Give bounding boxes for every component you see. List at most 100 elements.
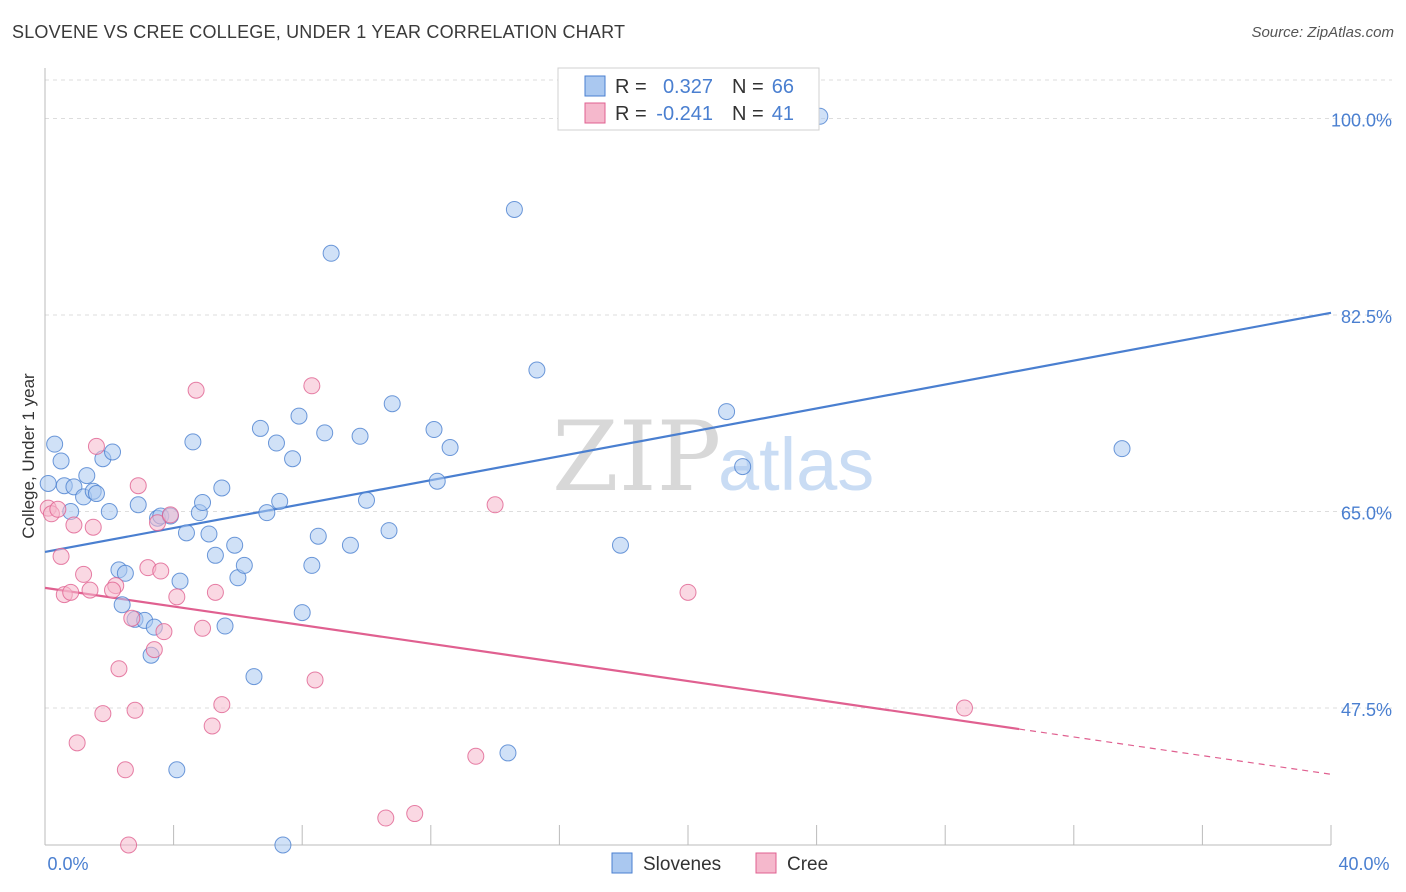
data-points bbox=[39, 107, 1131, 854]
point-slovenes-23 bbox=[171, 572, 189, 590]
point-slovenes-35 bbox=[235, 556, 253, 574]
point-cree-17 bbox=[123, 609, 141, 627]
x-ticks bbox=[44, 825, 1332, 845]
point-cree-8 bbox=[75, 565, 93, 583]
trend-line-extension-cree bbox=[1019, 728, 1332, 775]
legend-swatch-slovenes bbox=[584, 75, 606, 97]
y-tick-label-0: 100.0% bbox=[1331, 111, 1392, 131]
point-slovenes-39 bbox=[267, 434, 285, 452]
point-slovenes-64 bbox=[1113, 440, 1131, 458]
point-slovenes-59 bbox=[528, 361, 546, 379]
y-axis-title: College, Under 1 year bbox=[19, 373, 38, 539]
point-slovenes-37 bbox=[251, 419, 269, 437]
point-slovenes-58 bbox=[505, 200, 523, 218]
point-slovenes-42 bbox=[284, 450, 302, 468]
legend-r-value-0: 0.327 bbox=[663, 76, 713, 98]
point-cree-35 bbox=[406, 805, 424, 823]
point-cree-6 bbox=[65, 516, 83, 534]
point-slovenes-24 bbox=[168, 761, 186, 779]
point-slovenes-29 bbox=[200, 525, 218, 543]
point-slovenes-28 bbox=[194, 494, 212, 512]
source-label: Source: ZipAtlas.com bbox=[1251, 24, 1394, 41]
point-slovenes-31 bbox=[213, 479, 231, 497]
point-cree-26 bbox=[168, 588, 186, 606]
point-slovenes-46 bbox=[309, 527, 327, 545]
point-cree-28 bbox=[194, 619, 212, 637]
legend-n-label-1: N = bbox=[732, 103, 764, 125]
point-cree-30 bbox=[206, 583, 224, 601]
trend-line-cree bbox=[44, 586, 1020, 731]
point-slovenes-50 bbox=[351, 427, 369, 445]
point-slovenes-49 bbox=[341, 536, 359, 554]
point-cree-9 bbox=[81, 581, 99, 599]
point-slovenes-14 bbox=[116, 564, 134, 582]
point-cree-7 bbox=[68, 734, 86, 752]
legend-n-label-0: N = bbox=[732, 76, 764, 98]
point-cree-32 bbox=[303, 377, 321, 395]
point-cree-37 bbox=[486, 496, 504, 514]
point-cree-24 bbox=[155, 623, 173, 641]
point-slovenes-65 bbox=[39, 474, 57, 492]
point-slovenes-25 bbox=[177, 524, 195, 542]
point-slovenes-10 bbox=[100, 503, 118, 521]
legend-r-label-0: R = bbox=[615, 76, 647, 98]
point-cree-21 bbox=[145, 641, 163, 659]
gridlines bbox=[45, 79, 1392, 709]
stats-legend: R = 0.327 N = 66 R = -0.241 N = 41 bbox=[557, 67, 820, 131]
x-tick-label-min: 0.0% bbox=[47, 854, 88, 874]
watermark-zip: ZIP bbox=[552, 401, 721, 513]
point-cree-36 bbox=[467, 747, 485, 765]
series-legend: Slovenes Cree bbox=[611, 852, 828, 875]
point-slovenes-32 bbox=[216, 617, 234, 635]
point-cree-5 bbox=[62, 583, 80, 601]
point-slovenes-48 bbox=[322, 244, 340, 262]
point-cree-40 bbox=[104, 581, 122, 599]
point-cree-23 bbox=[152, 562, 170, 580]
y-tick-labels: 100.0% 82.5% 65.0% 47.5% bbox=[1331, 111, 1392, 720]
point-slovenes-38 bbox=[258, 504, 276, 522]
point-cree-18 bbox=[126, 701, 144, 719]
point-slovenes-6 bbox=[78, 467, 96, 485]
point-cree-16 bbox=[120, 836, 138, 854]
point-slovenes-51 bbox=[358, 491, 375, 509]
point-slovenes-40 bbox=[271, 492, 289, 510]
point-slovenes-45 bbox=[303, 556, 321, 574]
point-cree-3 bbox=[52, 547, 70, 565]
point-slovenes-57 bbox=[499, 744, 517, 762]
point-slovenes-26 bbox=[184, 433, 202, 451]
point-cree-15 bbox=[116, 761, 134, 779]
legend-r-label-1: R = bbox=[615, 103, 647, 125]
point-slovenes-0 bbox=[46, 435, 64, 453]
y-tick-label-2: 65.0% bbox=[1341, 504, 1392, 524]
point-slovenes-53 bbox=[383, 395, 401, 413]
point-slovenes-1 bbox=[52, 452, 70, 470]
point-cree-19 bbox=[129, 477, 147, 495]
point-slovenes-30 bbox=[206, 546, 224, 564]
x-tick-label-max: 40.0% bbox=[1338, 854, 1389, 874]
point-slovenes-16 bbox=[129, 496, 147, 514]
series-legend-label-slovenes: Slovenes bbox=[643, 854, 721, 875]
point-cree-39 bbox=[955, 699, 973, 717]
legend-swatch-cree bbox=[584, 102, 606, 124]
trend-line-slovenes bbox=[44, 311, 1332, 554]
point-slovenes-62 bbox=[734, 458, 752, 476]
chart-title: SLOVENE VS CREE COLLEGE, UNDER 1 YEAR CO… bbox=[12, 22, 626, 42]
point-cree-11 bbox=[87, 437, 105, 455]
point-slovenes-8 bbox=[87, 485, 105, 503]
y-tick-label-3: 47.5% bbox=[1341, 700, 1392, 720]
y-tick-label-1: 82.5% bbox=[1341, 307, 1392, 327]
point-cree-10 bbox=[84, 518, 102, 536]
point-slovenes-55 bbox=[428, 472, 446, 490]
point-slovenes-54 bbox=[425, 421, 443, 439]
point-slovenes-44 bbox=[293, 604, 311, 622]
point-cree-2 bbox=[49, 500, 67, 518]
point-cree-12 bbox=[94, 705, 112, 723]
point-slovenes-52 bbox=[380, 522, 398, 540]
point-cree-29 bbox=[203, 717, 221, 735]
legend-n-value-1: 41 bbox=[772, 103, 794, 125]
watermark: ZIP atlas bbox=[552, 401, 874, 513]
point-slovenes-36 bbox=[245, 668, 263, 686]
point-slovenes-56 bbox=[441, 439, 459, 457]
point-cree-38 bbox=[679, 583, 697, 601]
